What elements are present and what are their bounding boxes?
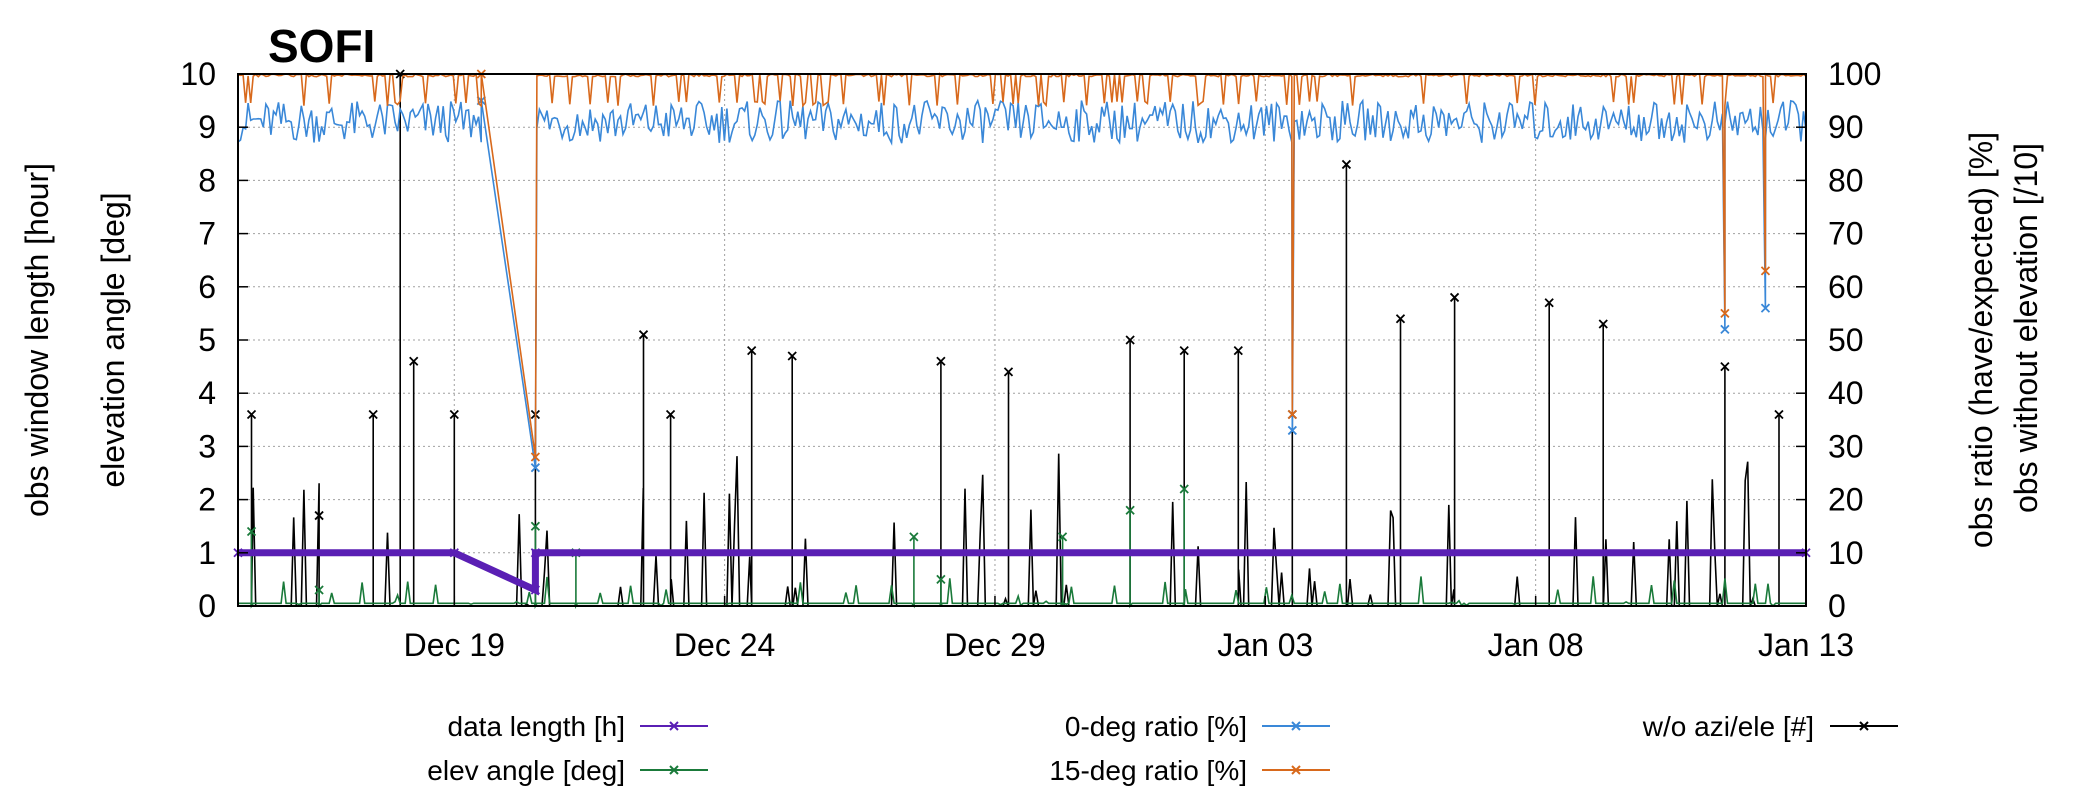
data-point <box>1720 308 1730 319</box>
data-point <box>409 356 419 366</box>
data-point <box>449 409 459 420</box>
y-tick-label-right: 100 <box>1828 56 1881 92</box>
data-point <box>1003 367 1014 377</box>
y-tick-label-right: 90 <box>1828 109 1864 145</box>
data-point <box>909 532 919 542</box>
y-axis-label-left-inner: elevation angle [deg] <box>95 192 131 487</box>
y-tick-label-right: 30 <box>1828 428 1864 464</box>
data-point <box>1287 409 1297 420</box>
y-axis-label-left-outer: obs window length [hour] <box>19 163 55 517</box>
x-tick-label: Dec 24 <box>674 627 775 663</box>
data-point <box>1395 314 1406 324</box>
y-tick-label-left: 7 <box>198 216 216 252</box>
data-point <box>1720 361 1730 372</box>
legend-label: elev angle [deg] <box>427 755 625 786</box>
grid-layer <box>238 74 1807 606</box>
data-point <box>1057 532 1068 542</box>
y-tick-label-left: 8 <box>198 162 216 198</box>
data-point <box>787 351 797 361</box>
legend-label: data length [h] <box>448 711 625 742</box>
y-tick-label-left: 4 <box>198 375 216 411</box>
data-point <box>1774 409 1784 420</box>
y-tick-label-left: 6 <box>198 269 216 305</box>
chart-title: SOFI <box>268 20 375 72</box>
y-tick-label-left: 2 <box>198 482 216 518</box>
y-tick-label-left: 3 <box>198 428 216 464</box>
data-point <box>314 510 324 521</box>
data-point <box>936 574 946 585</box>
data-point <box>1287 425 1297 436</box>
y-tick-label-right: 80 <box>1828 162 1864 198</box>
x-tick-label: Dec 19 <box>404 627 505 663</box>
y-tick-label-left: 10 <box>180 56 216 92</box>
data-point <box>1544 298 1554 308</box>
y-tick-label-right: 60 <box>1828 269 1864 305</box>
data-point <box>1179 346 1189 356</box>
data-point <box>936 356 946 366</box>
data-point <box>314 585 324 595</box>
data-point <box>530 521 541 531</box>
series-line-2 <box>237 98 1807 468</box>
legend-marker <box>1859 721 1869 731</box>
data-point <box>1125 335 1135 345</box>
data-point <box>1598 319 1608 329</box>
legend: data length [h] elev angle [deg] 0-deg rat… <box>427 711 1898 786</box>
data-point <box>530 548 541 558</box>
y-tick-label-right: 70 <box>1828 216 1864 252</box>
y-tick-label-right: 0 <box>1828 588 1846 624</box>
data-point <box>1341 159 1352 170</box>
y-tick-label-left: 5 <box>198 322 216 358</box>
data-point <box>530 452 541 462</box>
y-tick-label-left: 1 <box>198 535 216 571</box>
y-tick-label-right: 10 <box>1828 535 1864 571</box>
x-tick-label: Jan 13 <box>1758 627 1854 663</box>
data-point <box>530 463 541 473</box>
data-point <box>530 585 541 595</box>
legend-marker <box>1291 721 1301 731</box>
y-axis-label-right-outer: obs without elevation [/10] <box>2008 143 2044 513</box>
data-point <box>368 409 378 420</box>
legend-marker <box>669 765 679 775</box>
y-tick-label-left: 9 <box>198 109 216 145</box>
series-line-0 <box>238 549 1806 596</box>
legend-label: 15-deg ratio [%] <box>1049 755 1247 786</box>
data-point <box>1125 505 1135 515</box>
data-point <box>246 526 257 537</box>
y-tick-label-right: 40 <box>1828 375 1864 411</box>
data-point <box>449 548 459 558</box>
data-point <box>747 346 757 356</box>
data-point <box>665 409 676 420</box>
data-point <box>1720 324 1730 334</box>
data-point <box>246 409 257 420</box>
legend-label: 0-deg ratio [%] <box>1065 711 1247 742</box>
series-layer <box>233 69 1811 610</box>
x-tick-label: Jan 03 <box>1217 627 1313 663</box>
y-tick-label-right: 20 <box>1828 482 1864 518</box>
data-point <box>1760 303 1771 313</box>
x-tick-label: Dec 29 <box>944 627 1045 663</box>
legend-marker <box>1291 765 1301 775</box>
data-point <box>638 330 649 340</box>
data-point <box>1760 266 1771 276</box>
series-line-1 <box>238 489 1806 610</box>
legend-label: w/o azi/ele [#] <box>1642 711 1814 742</box>
data-point <box>1233 346 1243 356</box>
data-point <box>1179 484 1189 494</box>
legend-marker <box>669 721 679 731</box>
data-point <box>1449 292 1460 303</box>
x-tick-label: Jan 08 <box>1488 627 1584 663</box>
y-axis-label-right-inner: obs ratio (have/expected) [%] <box>1963 132 1999 548</box>
y-tick-label-left: 0 <box>198 588 216 624</box>
y-tick-label-right: 50 <box>1828 322 1864 358</box>
